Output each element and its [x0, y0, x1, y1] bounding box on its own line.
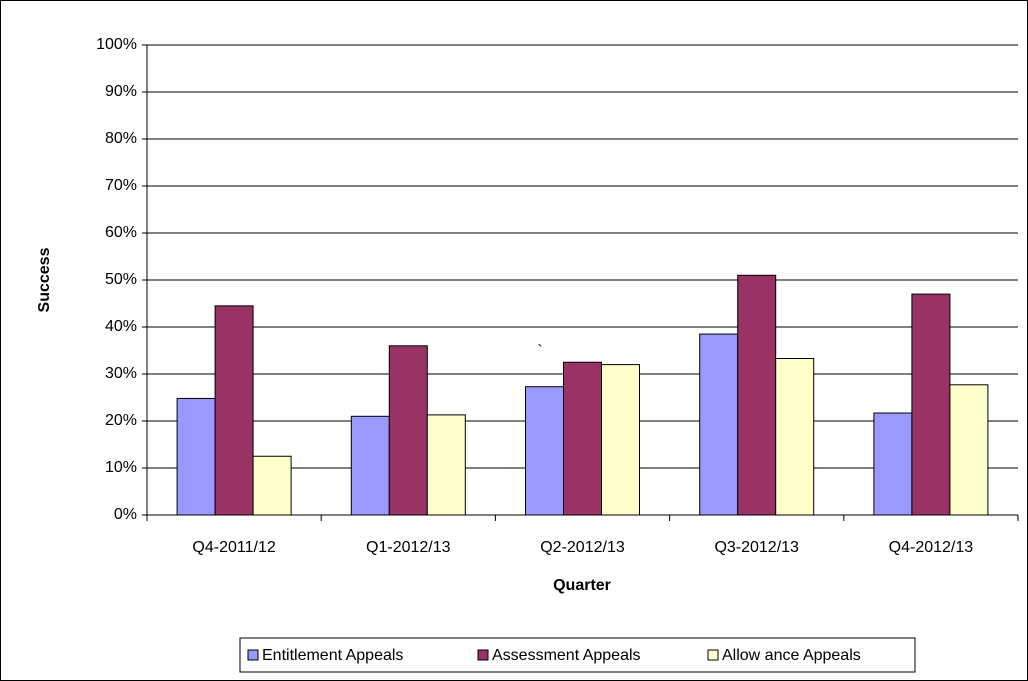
bar: [350, 415, 390, 516]
bar: [699, 333, 739, 516]
annotation: `: [537, 343, 542, 360]
x-tick-label: Q2-2012/13: [540, 539, 625, 556]
legend-swatch: [247, 649, 259, 661]
legend: [239, 637, 916, 673]
legend-label: Assessment Appeals: [492, 647, 641, 664]
legend-swatch: [477, 649, 489, 661]
y-tick-label: 60%: [105, 224, 137, 241]
y-tick-label: 40%: [105, 318, 137, 335]
y-tick-label: 50%: [105, 271, 137, 288]
bar: [426, 414, 466, 516]
y-tick-label: 70%: [105, 177, 137, 194]
legend-swatch: [707, 649, 719, 661]
legend-label: Entitlement Appeals: [262, 647, 403, 664]
x-tick-label: Q4-2012/13: [889, 539, 974, 556]
bar: [873, 412, 913, 516]
bar: [601, 364, 640, 516]
bar: [949, 384, 989, 516]
x-tick-label: Q4-2011/12: [192, 539, 275, 556]
y-tick-label: 100%: [96, 36, 137, 53]
x-axis-label: Quarter: [553, 577, 611, 594]
x-tick-label: Q3-2012/13: [714, 539, 799, 556]
bar: [214, 305, 254, 516]
legend-label: Allow ance Appeals: [722, 647, 861, 664]
y-tick-label: 10%: [105, 459, 137, 476]
y-tick-label: 80%: [105, 130, 137, 147]
bar: [176, 397, 216, 516]
y-axis-label: Success: [36, 247, 53, 312]
x-tick-label: Q1-2012/13: [366, 539, 451, 556]
y-tick-label: 20%: [105, 412, 137, 429]
bar: [737, 274, 777, 516]
y-tick-label: 0%: [114, 506, 137, 523]
bar: [911, 293, 951, 516]
y-tick-label: 30%: [105, 365, 137, 382]
bar: [525, 386, 564, 516]
bar: [775, 357, 815, 516]
bar: [563, 361, 602, 516]
bar: [252, 455, 292, 516]
bar: [388, 345, 428, 516]
y-tick-label: 90%: [105, 83, 137, 100]
